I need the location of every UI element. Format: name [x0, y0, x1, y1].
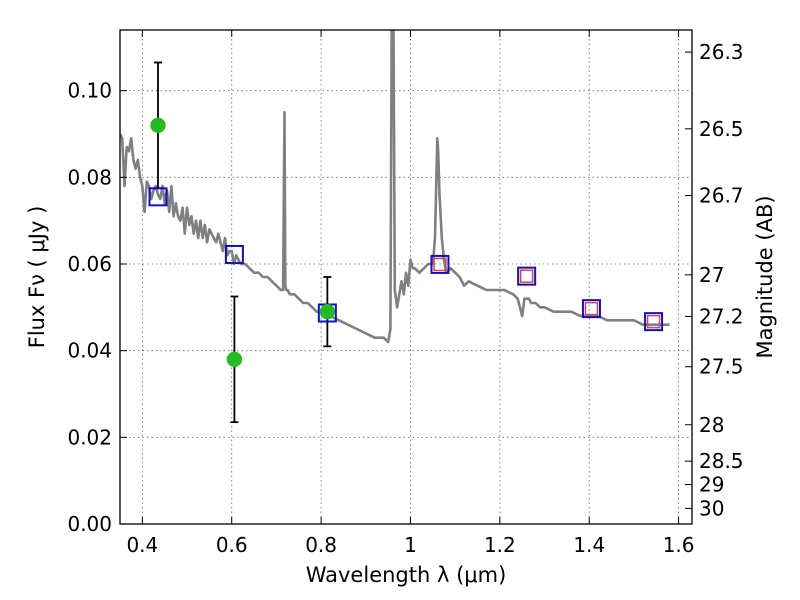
y-axis-label: Flux Fν ( μJy ) — [25, 206, 49, 349]
y2-axis-label: Magnitude (AB) — [753, 195, 777, 358]
y-tick-label: 0.10 — [67, 79, 112, 103]
ir-photometry-box — [519, 269, 534, 283]
observed-photometry-point — [226, 351, 243, 368]
x-tick-label: 0.8 — [305, 533, 337, 557]
error-bars — [153, 61, 332, 424]
y2-tick-label: 27 — [699, 263, 724, 287]
y-tick-label: 0.04 — [67, 339, 112, 363]
x-axis-label: Wavelength λ (μm) — [306, 563, 507, 587]
y2-tick-label: 28.5 — [699, 449, 744, 473]
x-tick-label: 1 — [404, 533, 417, 557]
ir-photometry-box — [646, 314, 661, 329]
y2-tick-label: 26.7 — [699, 184, 744, 208]
model-photometry-box — [430, 254, 450, 274]
y2-tick-label: 28 — [699, 413, 724, 437]
y2-tick-label: 26.3 — [699, 40, 744, 64]
plot-frame — [119, 29, 693, 525]
y2-tick-label: 30 — [699, 496, 724, 520]
model-spectrum-line — [120, 30, 670, 344]
plot-area — [120, 30, 670, 344]
model-photometry-box — [224, 244, 244, 264]
y2-tick-label: 26.5 — [699, 117, 744, 141]
y2-tick-label: 29 — [699, 473, 724, 497]
y-tick-label: 0.02 — [67, 425, 112, 449]
ticks: 0.4 0.6 0.8 1 1.2 1.4 1.6 0.00 0.02 0.04 0.06 0.08 0… — [67, 30, 744, 557]
ir-photometry-box — [584, 301, 599, 316]
model-photometry-box — [517, 266, 537, 286]
y-tick-label: 0.00 — [67, 512, 112, 536]
x-tick-label: 1.6 — [663, 533, 695, 557]
x-tick-label: 1.2 — [484, 533, 516, 557]
x-tick-label: 0.6 — [216, 533, 248, 557]
x-tick-label: 1.4 — [573, 533, 605, 557]
y2-tick-label: 27.5 — [699, 355, 744, 379]
model-photometry-box — [644, 312, 664, 332]
y-tick-label: 0.08 — [67, 165, 112, 189]
model-photometry-box — [581, 299, 601, 319]
observed-photometry-point — [150, 117, 166, 134]
y-tick-label: 0.06 — [67, 252, 112, 276]
observed-photometry-point — [319, 303, 336, 320]
y2-tick-label: 27.2 — [699, 304, 744, 328]
ir-photometry-box — [433, 257, 447, 272]
markers — [148, 117, 664, 368]
x-tick-label: 0.4 — [126, 533, 158, 557]
model-photometry-box — [148, 187, 168, 207]
